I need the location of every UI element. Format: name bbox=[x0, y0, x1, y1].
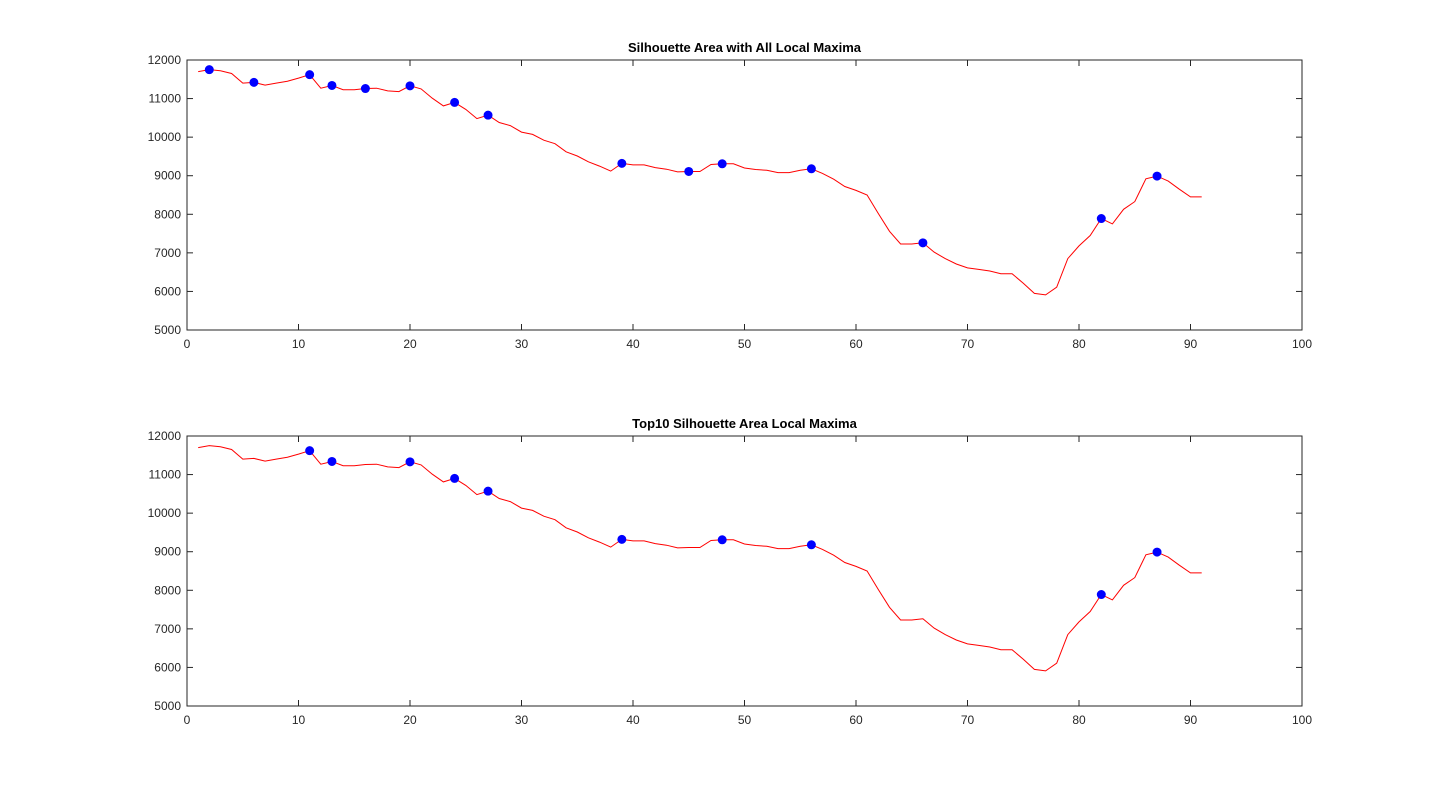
local-maximum-marker bbox=[806, 540, 816, 550]
y-tick-label: 10000 bbox=[148, 506, 182, 520]
x-tick-label: 50 bbox=[738, 713, 752, 727]
x-tick-label: 70 bbox=[961, 337, 975, 351]
local-maximum-marker bbox=[617, 534, 627, 544]
axes-top10-local-maxima: 0 10 20 30 40 50 60 70 80 90 100 5000 6000 7000 8000 90… bbox=[148, 416, 1313, 727]
local-maximum-marker bbox=[327, 80, 337, 90]
y-tick-label: 8000 bbox=[154, 207, 181, 221]
x-tick-label: 0 bbox=[184, 713, 191, 727]
local-maximum-marker bbox=[305, 446, 315, 456]
local-maximum-marker bbox=[617, 158, 627, 168]
y-tick-label: 8000 bbox=[154, 583, 181, 597]
local-maximum-marker bbox=[918, 238, 928, 248]
y-tick-label: 7000 bbox=[154, 622, 181, 636]
x-tick-label: 100 bbox=[1292, 337, 1312, 351]
local-maximum-marker bbox=[204, 65, 214, 75]
x-tick-label: 60 bbox=[849, 337, 863, 351]
plot-area bbox=[186, 435, 1303, 707]
local-maximum-marker bbox=[717, 159, 727, 169]
local-maximum-marker bbox=[450, 97, 460, 107]
y-tick-label: 12000 bbox=[148, 53, 182, 67]
axes-all-local-maxima: 0 10 20 30 40 50 60 70 80 90 100 5000 6000 7000 8000 90… bbox=[148, 40, 1313, 351]
y-tick-label: 6000 bbox=[154, 660, 181, 674]
x-tick-label: 60 bbox=[849, 713, 863, 727]
local-maximum-marker bbox=[249, 77, 259, 87]
local-maximum-marker bbox=[1152, 171, 1162, 181]
x-tick-label: 80 bbox=[1072, 713, 1086, 727]
local-maximum-marker bbox=[1152, 547, 1162, 557]
y-tick-label: 7000 bbox=[154, 246, 181, 260]
local-maximum-marker bbox=[684, 166, 694, 176]
x-tick-label: 20 bbox=[403, 713, 417, 727]
chart-title: Top10 Silhouette Area Local Maxima bbox=[632, 416, 857, 431]
x-tick-label: 20 bbox=[403, 337, 417, 351]
local-maximum-marker bbox=[360, 84, 370, 94]
local-maximum-marker bbox=[305, 70, 315, 80]
y-tick-label: 6000 bbox=[154, 284, 181, 298]
local-maximum-marker bbox=[483, 486, 493, 496]
x-tick-label: 40 bbox=[626, 713, 640, 727]
y-tick-label: 5000 bbox=[154, 323, 181, 337]
local-maximum-marker bbox=[1096, 590, 1106, 600]
local-maximum-marker bbox=[483, 110, 493, 120]
plot-area bbox=[186, 59, 1303, 331]
x-tick-label: 30 bbox=[515, 713, 529, 727]
y-tick-label: 10000 bbox=[148, 130, 182, 144]
x-tick-label: 30 bbox=[515, 337, 529, 351]
y-tick-label: 11000 bbox=[149, 468, 182, 482]
x-tick-label: 10 bbox=[292, 713, 306, 727]
x-tick-label: 90 bbox=[1184, 713, 1198, 727]
local-maximum-marker bbox=[405, 457, 415, 467]
series-line bbox=[198, 445, 1202, 672]
x-tick-label: 50 bbox=[738, 337, 752, 351]
x-tick-label: 10 bbox=[292, 337, 306, 351]
y-tick-label: 11000 bbox=[149, 92, 182, 106]
x-tick-label: 70 bbox=[961, 713, 975, 727]
x-tick-label: 0 bbox=[184, 337, 191, 351]
y-tick-label: 9000 bbox=[154, 545, 181, 559]
y-tick-label: 12000 bbox=[148, 429, 182, 443]
x-tick-label: 80 bbox=[1072, 337, 1086, 351]
local-maximum-marker bbox=[450, 473, 460, 483]
y-tick-label: 9000 bbox=[154, 169, 181, 183]
x-tick-label: 90 bbox=[1184, 337, 1198, 351]
local-maximum-marker bbox=[1096, 214, 1106, 224]
local-maximum-marker bbox=[717, 535, 727, 545]
y-tick-label: 5000 bbox=[154, 699, 181, 713]
local-maximum-marker bbox=[806, 164, 816, 174]
chart-title: Silhouette Area with All Local Maxima bbox=[628, 40, 862, 55]
x-tick-label: 100 bbox=[1292, 713, 1312, 727]
x-tick-label: 40 bbox=[626, 337, 640, 351]
local-maximum-marker bbox=[327, 456, 337, 466]
local-maximum-marker bbox=[405, 81, 415, 91]
